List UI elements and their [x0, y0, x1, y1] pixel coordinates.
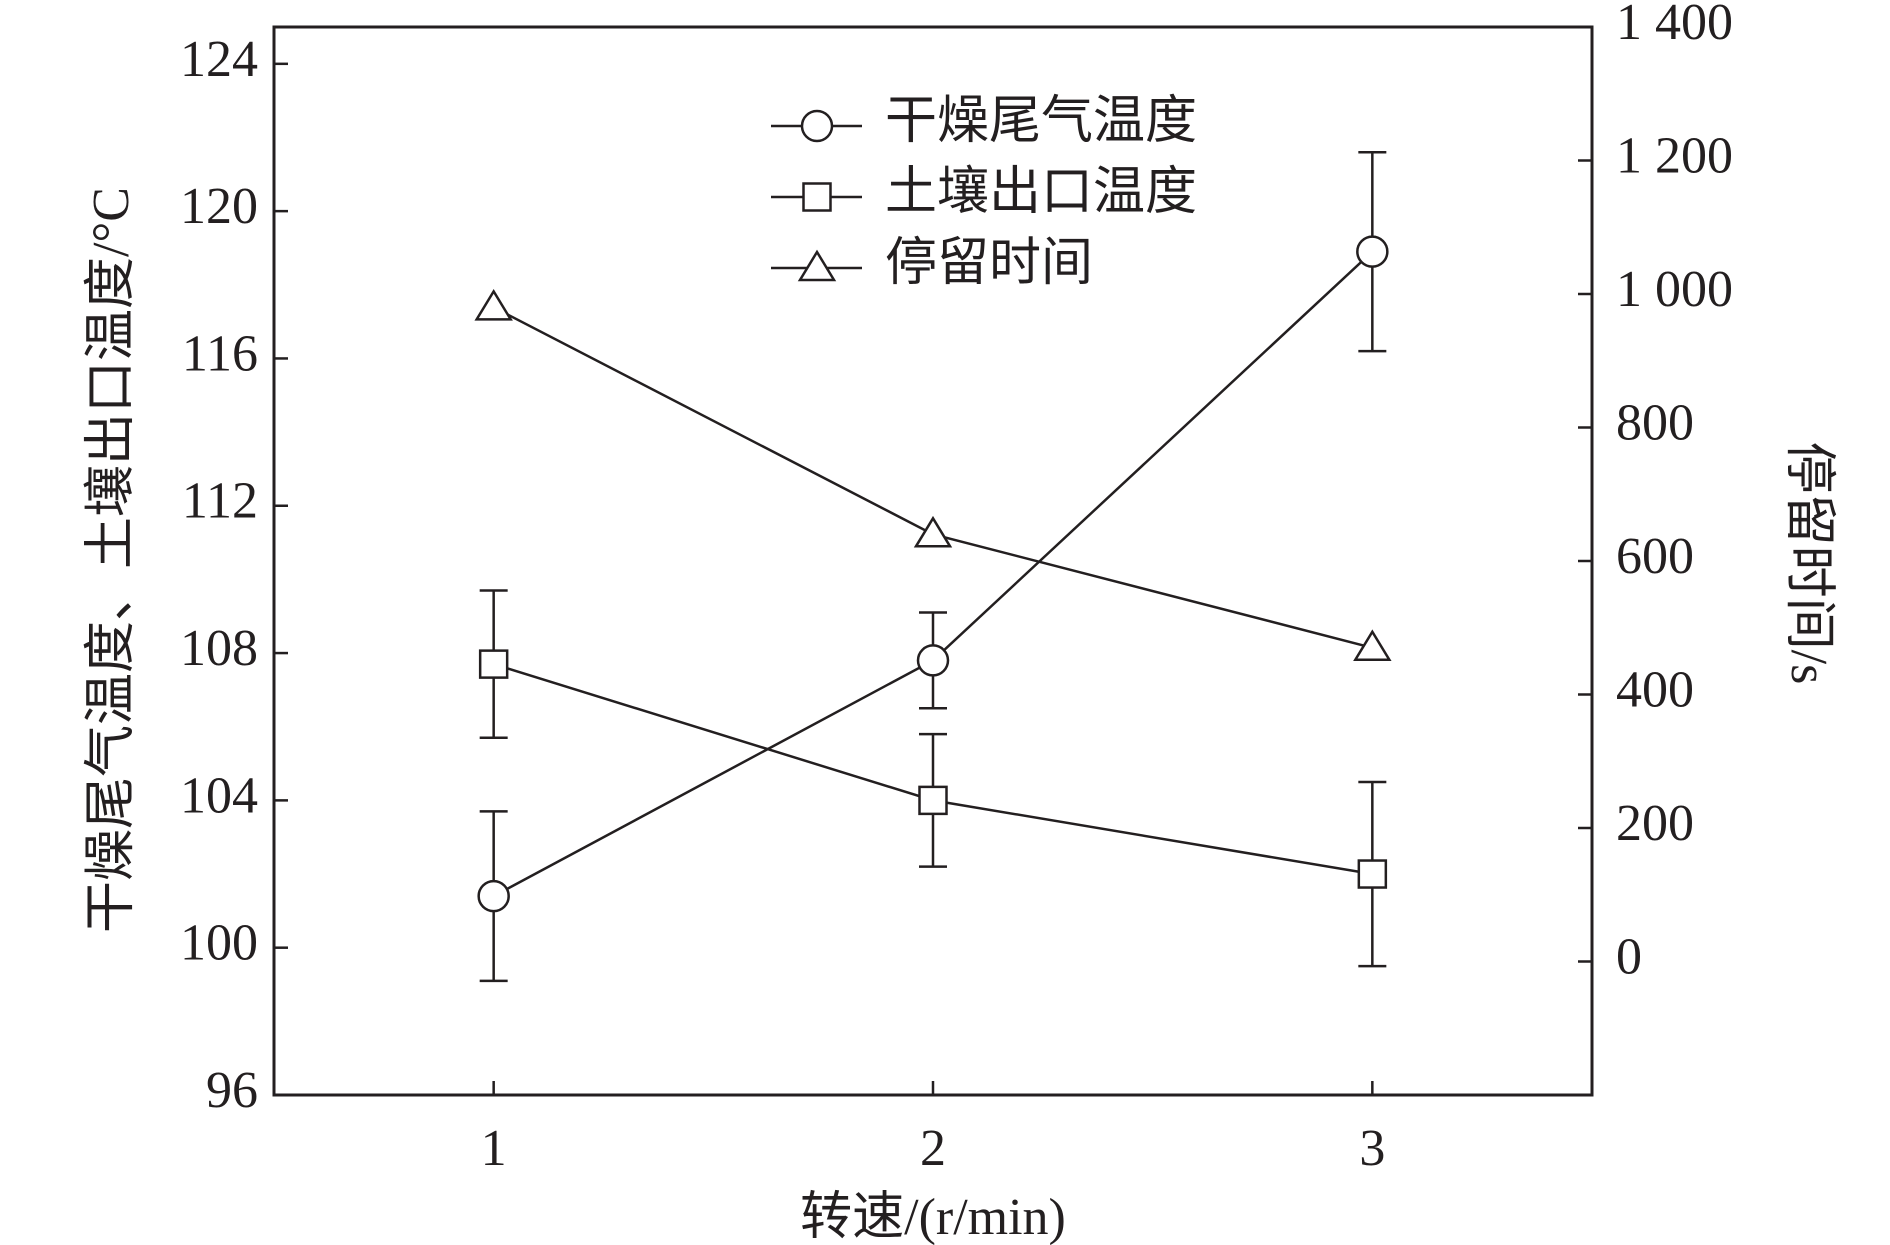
x-tick-label: 2	[920, 1120, 946, 1177]
data-point	[1353, 629, 1392, 662]
series-line	[493, 306, 1373, 649]
y-tick-label: 120	[180, 178, 258, 235]
data-point	[913, 515, 953, 548]
x-tick-label: 1	[481, 1120, 507, 1177]
legend-label: 停留时间	[885, 235, 1093, 292]
y-axis-title: 干燥尾气温度、土壤出口温度/°C	[83, 187, 140, 933]
data-point	[916, 644, 950, 677]
y2-tick-label: 200	[1616, 795, 1694, 852]
y2-tick-label: 800	[1616, 394, 1694, 451]
x-axis-title: 转速/(r/min)	[800, 1189, 1066, 1245]
x-tick-label: 3	[1359, 1120, 1385, 1177]
y-tick-label: 112	[182, 473, 258, 530]
y2-tick-label: 1 200	[1616, 127, 1733, 184]
data-point	[918, 785, 948, 816]
y2-tick-label: 1 400	[1616, 0, 1733, 51]
y2-tick-label: 400	[1616, 661, 1694, 718]
y-tick-label: 104	[180, 767, 258, 824]
legend-label: 干燥尾气温度	[885, 93, 1197, 150]
y2-tick-label: 0	[1616, 928, 1642, 985]
y-tick-label: 124	[180, 31, 258, 88]
y-tick-label: 96	[206, 1062, 258, 1119]
data-point	[1356, 235, 1389, 268]
legend-label: 土壤出口温度	[885, 164, 1197, 221]
y2-tick-label: 1 000	[1616, 261, 1733, 318]
legend-marker	[800, 109, 834, 143]
data-point	[474, 288, 513, 321]
y2-tick-label: 600	[1616, 528, 1694, 585]
y-tick-label: 116	[182, 325, 258, 382]
data-point	[478, 649, 509, 679]
data-point	[477, 879, 510, 913]
data-point	[1357, 859, 1388, 889]
legend-marker	[797, 249, 837, 282]
y-tick-label: 108	[180, 620, 258, 677]
y2-axis-title: 停留时间/s	[1780, 442, 1837, 685]
legend-marker	[802, 182, 832, 212]
y-tick-label: 100	[180, 915, 258, 972]
